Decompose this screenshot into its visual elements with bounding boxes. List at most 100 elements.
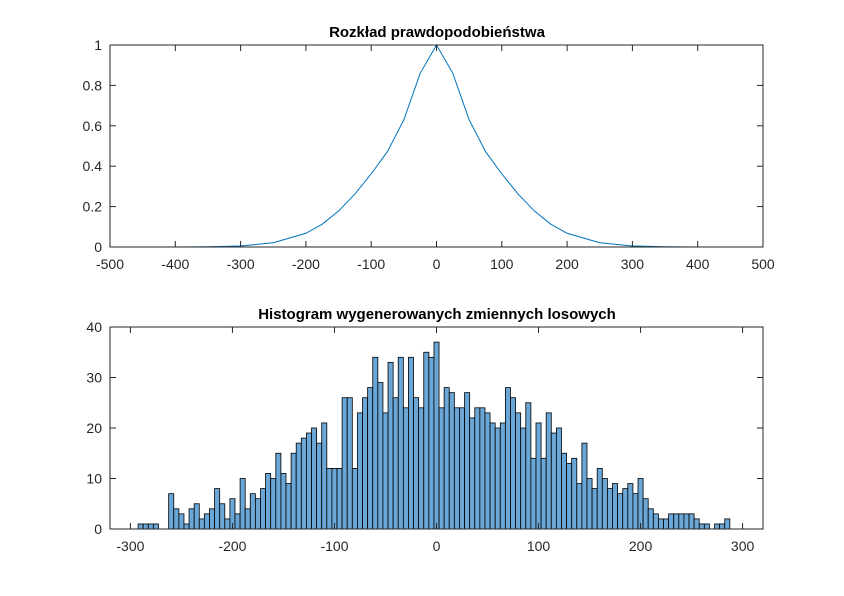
histogram-bar xyxy=(413,397,420,530)
probability-plot-y-tick-label: 0.6 xyxy=(83,118,103,134)
histogram-bar xyxy=(504,387,511,530)
histogram-bar xyxy=(188,508,195,530)
histogram-bar xyxy=(714,523,721,530)
histogram-bar xyxy=(377,382,384,530)
probability-plot-x-tick-label: 100 xyxy=(490,256,514,272)
histogram-bar xyxy=(596,467,603,530)
probability-plot-x-tick-label: 500 xyxy=(751,256,775,272)
histogram-plot-y-tick-label: 10 xyxy=(86,471,102,487)
probability-plot-x-tick-label: 200 xyxy=(555,256,579,272)
probability-plot-x-tick-label: 0 xyxy=(433,256,441,272)
histogram-plot-ticks: -300 -200 -100 0 100 200 300 0 10 20 30 40 xyxy=(86,319,763,554)
histogram-plot-x-tick-label: 0 xyxy=(433,538,441,554)
histogram-bar xyxy=(520,427,527,530)
histogram-bar xyxy=(341,397,348,530)
histogram-bar xyxy=(392,397,399,530)
histogram-bar xyxy=(479,407,486,530)
histogram-plot-y-tick-label: 30 xyxy=(86,370,102,386)
probability-plot-y-tick-label: 0.2 xyxy=(83,199,103,215)
histogram-bar xyxy=(423,351,430,530)
histogram-bar xyxy=(397,356,404,530)
histogram-bar xyxy=(346,397,353,530)
histogram-bar xyxy=(214,488,221,530)
histogram-bar xyxy=(408,356,414,530)
histogram-bar xyxy=(673,513,680,530)
histogram-plot-x-tick-label: -100 xyxy=(320,538,348,554)
histogram-bar xyxy=(530,457,537,530)
probability-plot-x-tick-label: 400 xyxy=(686,256,710,272)
histogram-plot-x-tick-label: -200 xyxy=(218,538,246,554)
histogram-bar xyxy=(351,467,358,530)
histogram-plot-y-tick-label: 0 xyxy=(94,521,102,537)
histogram-bar xyxy=(433,341,440,530)
histogram-bar xyxy=(336,467,343,530)
histogram-bar xyxy=(198,518,205,530)
histogram-bar xyxy=(275,452,282,530)
histogram-bar xyxy=(622,488,629,530)
histogram-bar xyxy=(321,422,328,530)
histogram-bar xyxy=(540,457,547,530)
histogram-bar xyxy=(601,478,608,530)
histogram-bar xyxy=(387,361,394,530)
histogram-bar xyxy=(576,483,583,530)
histogram-bar xyxy=(719,523,726,530)
histogram-bar xyxy=(561,452,567,530)
histogram-bar xyxy=(260,488,266,530)
histogram-plot-y-tick-label: 20 xyxy=(86,420,102,436)
histogram-bar xyxy=(658,518,664,530)
histogram-bar xyxy=(571,457,578,530)
probability-plot-x-tick-label: -400 xyxy=(161,256,189,272)
histogram-plot-x-tick-label: 200 xyxy=(629,538,653,554)
histogram-bar xyxy=(219,503,226,530)
probability-plot-x-tick-label: -300 xyxy=(227,256,255,272)
histogram-bar xyxy=(331,467,338,530)
histogram-bar xyxy=(209,508,215,530)
histogram-bar xyxy=(311,427,318,530)
histogram-bar xyxy=(183,523,190,530)
histogram-bar xyxy=(459,407,465,530)
histogram-bar xyxy=(418,407,425,530)
histogram-bar xyxy=(566,462,573,530)
histogram-bar xyxy=(326,467,333,530)
histogram-bar xyxy=(698,523,705,530)
probability-plot-x-tick-label: -200 xyxy=(292,256,320,272)
histogram-bar xyxy=(591,488,598,530)
histogram-bar xyxy=(688,513,695,530)
probability-plot-x-tick-label: -100 xyxy=(357,256,385,272)
histogram-plot-title: Histogram wygenerowanych zmiennych losow… xyxy=(258,306,616,323)
histogram-bar xyxy=(142,523,149,530)
histogram-bar xyxy=(239,478,246,530)
histogram-bar xyxy=(489,422,496,530)
histogram-bar xyxy=(285,483,292,530)
probability-plot: Rozkład prawdopodobieństwa -500 -400 -300-… xyxy=(83,24,775,272)
histogram-bar xyxy=(515,412,522,530)
probability-plot-y-tick-label: 1 xyxy=(94,37,102,53)
histogram-plot-y-tick-label: 40 xyxy=(86,319,102,335)
histogram-bar xyxy=(724,518,731,530)
histogram-bar xyxy=(678,513,685,530)
probability-plot-y-tick-label: 0 xyxy=(94,239,102,255)
histogram-bar xyxy=(137,523,144,530)
histogram-bar xyxy=(224,518,231,530)
histogram-bar xyxy=(152,523,159,530)
histogram-bar xyxy=(632,493,639,530)
histogram-bar xyxy=(464,392,471,530)
histogram-bar xyxy=(627,483,634,530)
histogram-bar xyxy=(295,442,302,530)
histogram-bar xyxy=(234,513,241,530)
histogram-bar xyxy=(244,508,251,530)
histogram-bar xyxy=(203,513,210,530)
histogram-bar xyxy=(193,503,200,530)
histogram-bar xyxy=(617,493,624,530)
histogram-bar xyxy=(173,508,180,530)
histogram-bar xyxy=(545,412,552,530)
histogram-bar xyxy=(372,356,379,530)
histogram-bar xyxy=(448,392,455,530)
histogram-bar xyxy=(484,412,491,530)
histogram-bar xyxy=(474,407,481,530)
histogram-bar xyxy=(316,442,323,530)
histogram-bar xyxy=(168,493,175,530)
histogram-bar xyxy=(249,493,256,530)
histogram-bar xyxy=(402,407,409,530)
histogram-bar xyxy=(178,513,185,530)
